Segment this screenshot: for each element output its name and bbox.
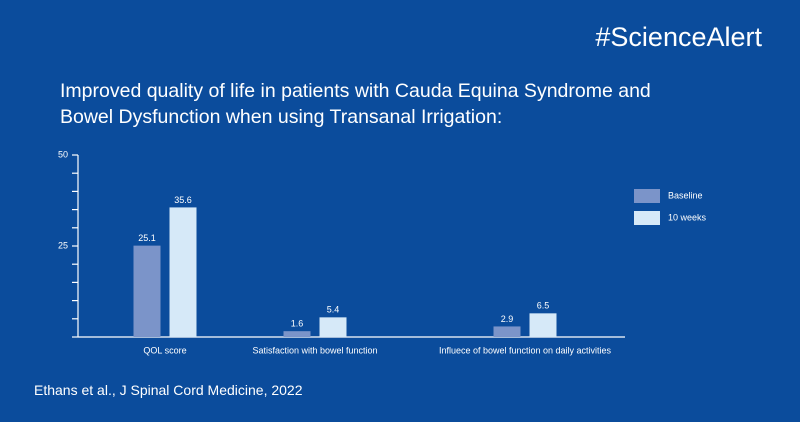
bar <box>169 207 197 337</box>
bar <box>133 245 161 337</box>
brand: #ScienceAlert <box>595 22 762 52</box>
legend-swatch <box>634 211 660 225</box>
value-label: 1.6 <box>291 319 304 329</box>
value-label: 5.4 <box>327 305 340 315</box>
legend-label: 10 weeks <box>668 212 707 222</box>
x-tick-label: Influece of bowel function on daily acti… <box>439 345 612 355</box>
value-label: 6.5 <box>537 301 550 311</box>
bar <box>529 313 557 337</box>
y-tick-label: 25 <box>58 240 68 250</box>
source: Ethans et al., J Spinal Cord Medicine, 2… <box>34 382 303 398</box>
chart-title: Improved quality of life in patients wit… <box>60 80 651 128</box>
bar <box>283 331 311 337</box>
bar <box>319 317 347 337</box>
legend-swatch <box>634 189 660 203</box>
x-tick-label: Satisfaction with bowel function <box>252 345 377 355</box>
bar <box>493 326 521 337</box>
y-tick-label: 50 <box>58 149 68 159</box>
legend-label: Baseline <box>668 190 703 200</box>
value-label: 2.9 <box>501 314 514 324</box>
value-label: 25.1 <box>138 233 156 243</box>
value-label: 35.6 <box>174 195 192 205</box>
x-tick-label: QOL score <box>143 345 186 355</box>
